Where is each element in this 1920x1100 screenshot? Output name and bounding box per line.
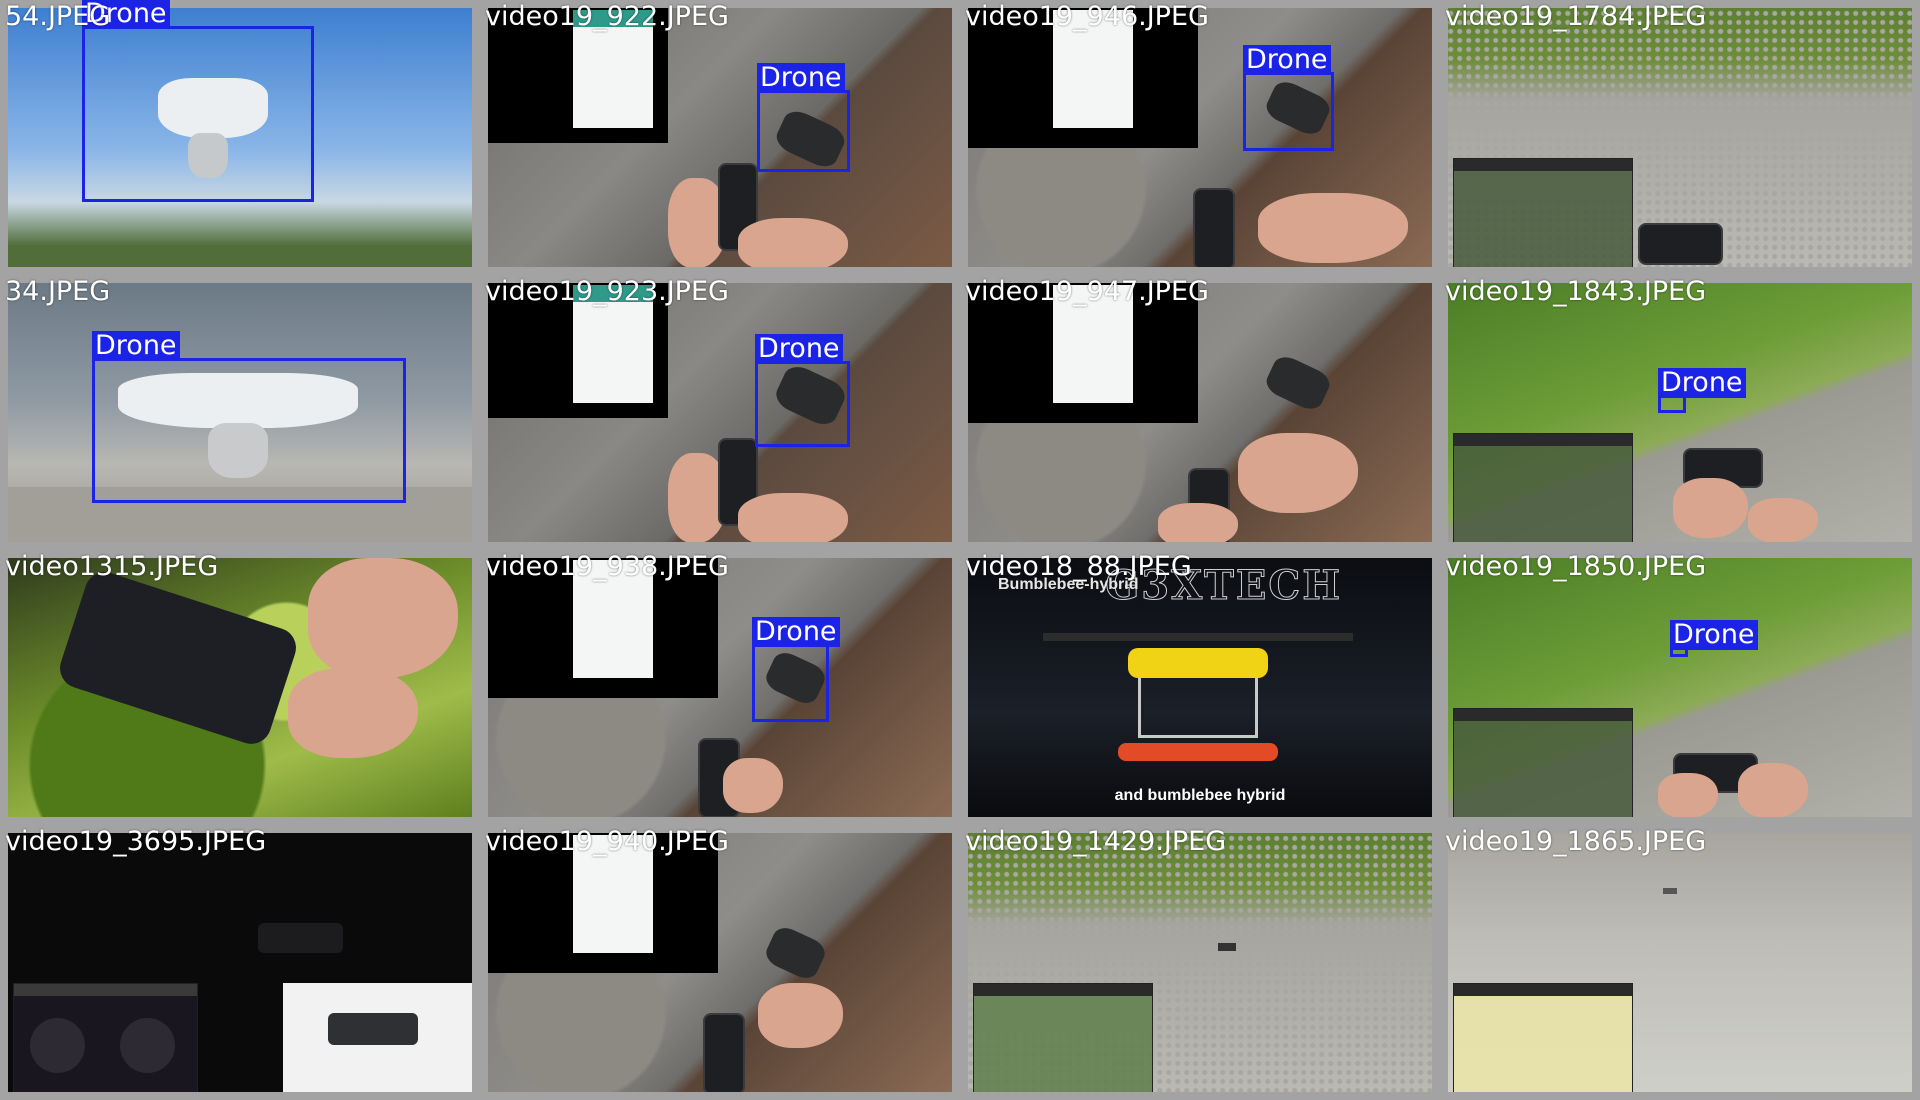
image-filename: video19_1843.JPEG xyxy=(1445,276,1707,307)
image-tile[interactable]: video19_1429.JPEG xyxy=(960,825,1440,1100)
image-content xyxy=(968,283,1432,542)
image-content xyxy=(968,833,1432,1092)
image-content xyxy=(8,558,472,817)
video-overlay-title: Bumblebee-hybrid xyxy=(998,576,1139,593)
detection-box: Drone xyxy=(1670,620,1758,657)
image-filename: video19_940.JPEG xyxy=(485,826,729,857)
video-caption: and bumblebee hybrid xyxy=(1114,787,1286,804)
image-content xyxy=(1448,8,1912,267)
detection-label: Drone xyxy=(1243,45,1331,75)
image-tile[interactable]: 34.JPEG Drone xyxy=(0,275,480,550)
detection-box: Drone xyxy=(82,0,314,202)
image-tile[interactable]: video19_1850.JPEG Drone xyxy=(1440,550,1920,825)
image-filename: video19_3695.JPEG xyxy=(5,826,267,857)
image-content xyxy=(968,8,1432,267)
image-content xyxy=(488,283,952,542)
image-filename: video18_88.JPEG xyxy=(965,551,1192,582)
detection-box: Drone xyxy=(1243,45,1334,151)
detection-label: Drone xyxy=(82,0,170,29)
image-filename: video1315.JPEG xyxy=(5,551,219,582)
image-content xyxy=(1448,833,1912,1092)
detection-box: Drone xyxy=(92,331,406,503)
image-filename: video19_923.JPEG xyxy=(485,276,729,307)
image-content xyxy=(488,8,952,267)
detection-box: Drone xyxy=(757,63,850,172)
image-content xyxy=(1448,558,1912,817)
image-filename: video19_947.JPEG xyxy=(965,276,1209,307)
image-tile[interactable]: video19_940.JPEG xyxy=(480,825,960,1100)
image-tile[interactable]: video19_1784.JPEG xyxy=(1440,0,1920,275)
image-filename: 54.JPEG xyxy=(5,1,111,32)
image-tile[interactable]: video19_922.JPEG Drone xyxy=(480,0,960,275)
detection-label: Drone xyxy=(755,334,843,364)
image-filename: video19_1850.JPEG xyxy=(1445,551,1707,582)
image-tile[interactable]: video19_946.JPEG Drone xyxy=(960,0,1440,275)
image-filename: video19_938.JPEG xyxy=(485,551,729,582)
image-tile[interactable]: video19_1865.JPEG xyxy=(1440,825,1920,1100)
image-filename: video19_1784.JPEG xyxy=(1445,1,1707,32)
image-filename: video19_1429.JPEG xyxy=(965,826,1227,857)
image-filename: 34.JPEG xyxy=(5,276,111,307)
image-content xyxy=(8,283,472,542)
image-tile[interactable]: G3XTECH Bumblebee-hybrid and bumblebee h… xyxy=(960,550,1440,825)
image-tile[interactable]: 54.JPEG Drone xyxy=(0,0,480,275)
brand-logo: G3XTECH xyxy=(1105,562,1342,610)
detection-label: Drone xyxy=(752,617,840,647)
image-tile[interactable]: video19_923.JPEG Drone xyxy=(480,275,960,550)
image-tile[interactable]: video19_947.JPEG xyxy=(960,275,1440,550)
image-tile[interactable]: video1315.JPEG xyxy=(0,550,480,825)
image-filename: video19_922.JPEG xyxy=(485,1,729,32)
image-content xyxy=(8,8,472,267)
detection-box: Drone xyxy=(1658,368,1746,413)
image-content xyxy=(488,558,952,817)
image-content xyxy=(8,833,472,1092)
detection-box: Drone xyxy=(755,334,850,447)
image-tile[interactable]: video19_3695.JPEG xyxy=(0,825,480,1100)
detection-label: Drone xyxy=(1658,368,1746,398)
image-tile[interactable]: video19_938.JPEG Drone xyxy=(480,550,960,825)
detection-box: Drone xyxy=(752,617,840,722)
image-tile[interactable]: video19_1843.JPEG Drone xyxy=(1440,275,1920,550)
detection-label: Drone xyxy=(92,331,180,361)
detection-label: Drone xyxy=(757,63,845,93)
detection-label: Drone xyxy=(1670,620,1758,650)
image-filename: video19_946.JPEG xyxy=(965,1,1209,32)
image-content xyxy=(488,833,952,1092)
image-filename: video19_1865.JPEG xyxy=(1445,826,1707,857)
image-content: G3XTECH Bumblebee-hybrid and bumblebee h… xyxy=(968,558,1432,817)
